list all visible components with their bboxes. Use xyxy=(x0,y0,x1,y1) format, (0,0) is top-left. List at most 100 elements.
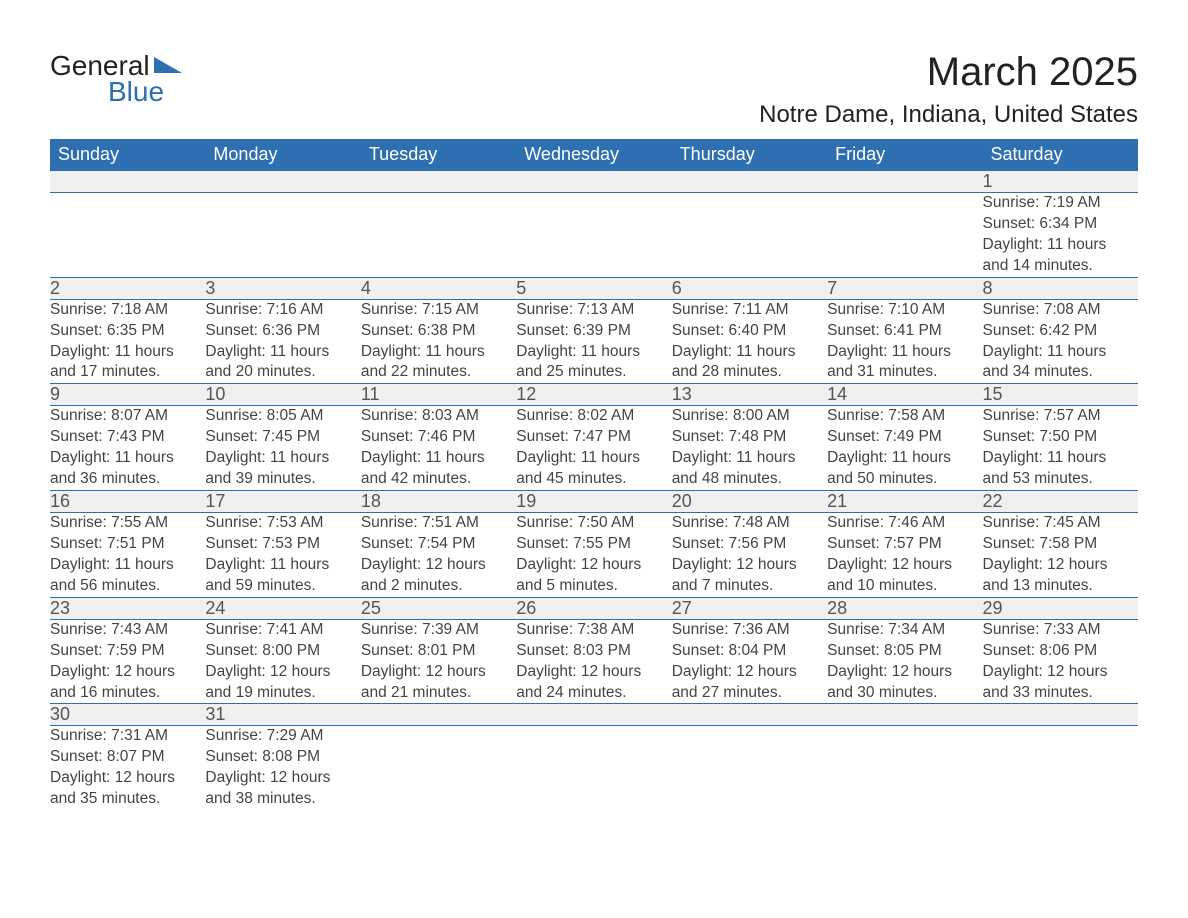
daylight-line-2: and 24 minutes. xyxy=(516,683,671,704)
day-number: 17 xyxy=(205,491,360,513)
day-number: 30 xyxy=(50,704,205,726)
daylight-line-1: Daylight: 11 hours xyxy=(361,342,516,363)
day-number: 11 xyxy=(361,384,516,406)
content-row: Sunrise: 7:31 AMSunset: 8:07 PMDaylight:… xyxy=(50,726,1138,810)
day-cell: Sunrise: 7:36 AMSunset: 8:04 PMDaylight:… xyxy=(672,619,827,704)
sunrise-line: Sunrise: 7:50 AM xyxy=(516,513,671,534)
day-number: 29 xyxy=(983,597,1138,619)
title-block: March 2025 Notre Dame, Indiana, United S… xyxy=(759,50,1138,129)
day-number: 25 xyxy=(361,597,516,619)
weekday-header: Friday xyxy=(827,139,982,171)
daylight-line-1: Daylight: 11 hours xyxy=(983,342,1138,363)
logo-word2: Blue xyxy=(108,76,164,108)
daylight-line-2: and 39 minutes. xyxy=(205,469,360,490)
sunrise-line: Sunrise: 7:53 AM xyxy=(205,513,360,534)
sunrise-line: Sunrise: 8:05 AM xyxy=(205,406,360,427)
day-cell: Sunrise: 7:46 AMSunset: 7:57 PMDaylight:… xyxy=(827,513,982,598)
empty-cell xyxy=(516,171,671,193)
empty-cell xyxy=(672,726,827,810)
empty-cell xyxy=(516,726,671,810)
sunset-line: Sunset: 8:08 PM xyxy=(205,747,360,768)
sunset-line: Sunset: 7:50 PM xyxy=(983,427,1138,448)
daylight-line-1: Daylight: 12 hours xyxy=(672,555,827,576)
sunrise-line: Sunrise: 7:46 AM xyxy=(827,513,982,534)
empty-cell xyxy=(827,193,982,278)
day-cell: Sunrise: 7:11 AMSunset: 6:40 PMDaylight:… xyxy=(672,299,827,384)
empty-cell xyxy=(205,171,360,193)
daylight-line-2: and 30 minutes. xyxy=(827,683,982,704)
sunrise-line: Sunrise: 7:13 AM xyxy=(516,300,671,321)
daylight-line-2: and 45 minutes. xyxy=(516,469,671,490)
day-cell: Sunrise: 7:41 AMSunset: 8:00 PMDaylight:… xyxy=(205,619,360,704)
daylight-line-2: and 34 minutes. xyxy=(983,362,1138,383)
daynum-row: 1 xyxy=(50,171,1138,193)
weekday-header: Monday xyxy=(205,139,360,171)
daylight-line-1: Daylight: 12 hours xyxy=(827,662,982,683)
daylight-line-2: and 7 minutes. xyxy=(672,576,827,597)
header: General Blue March 2025 Notre Dame, Indi… xyxy=(50,50,1138,129)
sunrise-line: Sunrise: 7:45 AM xyxy=(983,513,1138,534)
empty-cell xyxy=(983,704,1138,726)
sunrise-line: Sunrise: 7:41 AM xyxy=(205,620,360,641)
empty-cell xyxy=(516,193,671,278)
daylight-line-1: Daylight: 11 hours xyxy=(516,342,671,363)
day-cell: Sunrise: 7:39 AMSunset: 8:01 PMDaylight:… xyxy=(361,619,516,704)
day-cell: Sunrise: 8:02 AMSunset: 7:47 PMDaylight:… xyxy=(516,406,671,491)
content-row: Sunrise: 7:19 AMSunset: 6:34 PMDaylight:… xyxy=(50,193,1138,278)
day-cell: Sunrise: 8:05 AMSunset: 7:45 PMDaylight:… xyxy=(205,406,360,491)
empty-cell xyxy=(361,193,516,278)
empty-cell xyxy=(205,193,360,278)
sunrise-line: Sunrise: 8:02 AM xyxy=(516,406,671,427)
day-number: 13 xyxy=(672,384,827,406)
daylight-line-2: and 20 minutes. xyxy=(205,362,360,383)
sunset-line: Sunset: 6:34 PM xyxy=(983,214,1138,235)
day-cell: Sunrise: 7:10 AMSunset: 6:41 PMDaylight:… xyxy=(827,299,982,384)
sunset-line: Sunset: 7:57 PM xyxy=(827,534,982,555)
day-cell: Sunrise: 8:00 AMSunset: 7:48 PMDaylight:… xyxy=(672,406,827,491)
sunrise-line: Sunrise: 7:10 AM xyxy=(827,300,982,321)
daylight-line-2: and 53 minutes. xyxy=(983,469,1138,490)
day-number: 16 xyxy=(50,491,205,513)
sunset-line: Sunset: 6:39 PM xyxy=(516,321,671,342)
empty-cell xyxy=(983,726,1138,810)
weekday-header: Sunday xyxy=(50,139,205,171)
sunrise-line: Sunrise: 7:16 AM xyxy=(205,300,360,321)
daylight-line-2: and 21 minutes. xyxy=(361,683,516,704)
sunrise-line: Sunrise: 7:11 AM xyxy=(672,300,827,321)
daylight-line-1: Daylight: 12 hours xyxy=(50,662,205,683)
daynum-row: 3031 xyxy=(50,704,1138,726)
sunset-line: Sunset: 7:58 PM xyxy=(983,534,1138,555)
day-cell: Sunrise: 7:34 AMSunset: 8:05 PMDaylight:… xyxy=(827,619,982,704)
daynum-row: 2345678 xyxy=(50,277,1138,299)
day-number: 8 xyxy=(983,277,1138,299)
daylight-line-2: and 56 minutes. xyxy=(50,576,205,597)
daylight-line-1: Daylight: 12 hours xyxy=(205,662,360,683)
daylight-line-1: Daylight: 11 hours xyxy=(983,235,1138,256)
empty-cell xyxy=(50,171,205,193)
day-number: 19 xyxy=(516,491,671,513)
sunset-line: Sunset: 7:59 PM xyxy=(50,641,205,662)
day-cell: Sunrise: 7:31 AMSunset: 8:07 PMDaylight:… xyxy=(50,726,205,810)
daylight-line-1: Daylight: 12 hours xyxy=(50,768,205,789)
content-row: Sunrise: 8:07 AMSunset: 7:43 PMDaylight:… xyxy=(50,406,1138,491)
day-cell: Sunrise: 7:15 AMSunset: 6:38 PMDaylight:… xyxy=(361,299,516,384)
daynum-row: 9101112131415 xyxy=(50,384,1138,406)
empty-cell xyxy=(50,193,205,278)
day-cell: Sunrise: 7:55 AMSunset: 7:51 PMDaylight:… xyxy=(50,513,205,598)
daylight-line-1: Daylight: 12 hours xyxy=(205,768,360,789)
day-number: 7 xyxy=(827,277,982,299)
daylight-line-1: Daylight: 11 hours xyxy=(205,448,360,469)
day-number: 22 xyxy=(983,491,1138,513)
sunset-line: Sunset: 8:06 PM xyxy=(983,641,1138,662)
weekday-header: Wednesday xyxy=(516,139,671,171)
sunrise-line: Sunrise: 7:29 AM xyxy=(205,726,360,747)
empty-cell xyxy=(827,704,982,726)
day-number: 20 xyxy=(672,491,827,513)
day-cell: Sunrise: 7:16 AMSunset: 6:36 PMDaylight:… xyxy=(205,299,360,384)
empty-cell xyxy=(361,171,516,193)
sunset-line: Sunset: 8:07 PM xyxy=(50,747,205,768)
empty-cell xyxy=(516,704,671,726)
sunrise-line: Sunrise: 7:43 AM xyxy=(50,620,205,641)
day-cell: Sunrise: 7:48 AMSunset: 7:56 PMDaylight:… xyxy=(672,513,827,598)
daylight-line-1: Daylight: 12 hours xyxy=(516,555,671,576)
